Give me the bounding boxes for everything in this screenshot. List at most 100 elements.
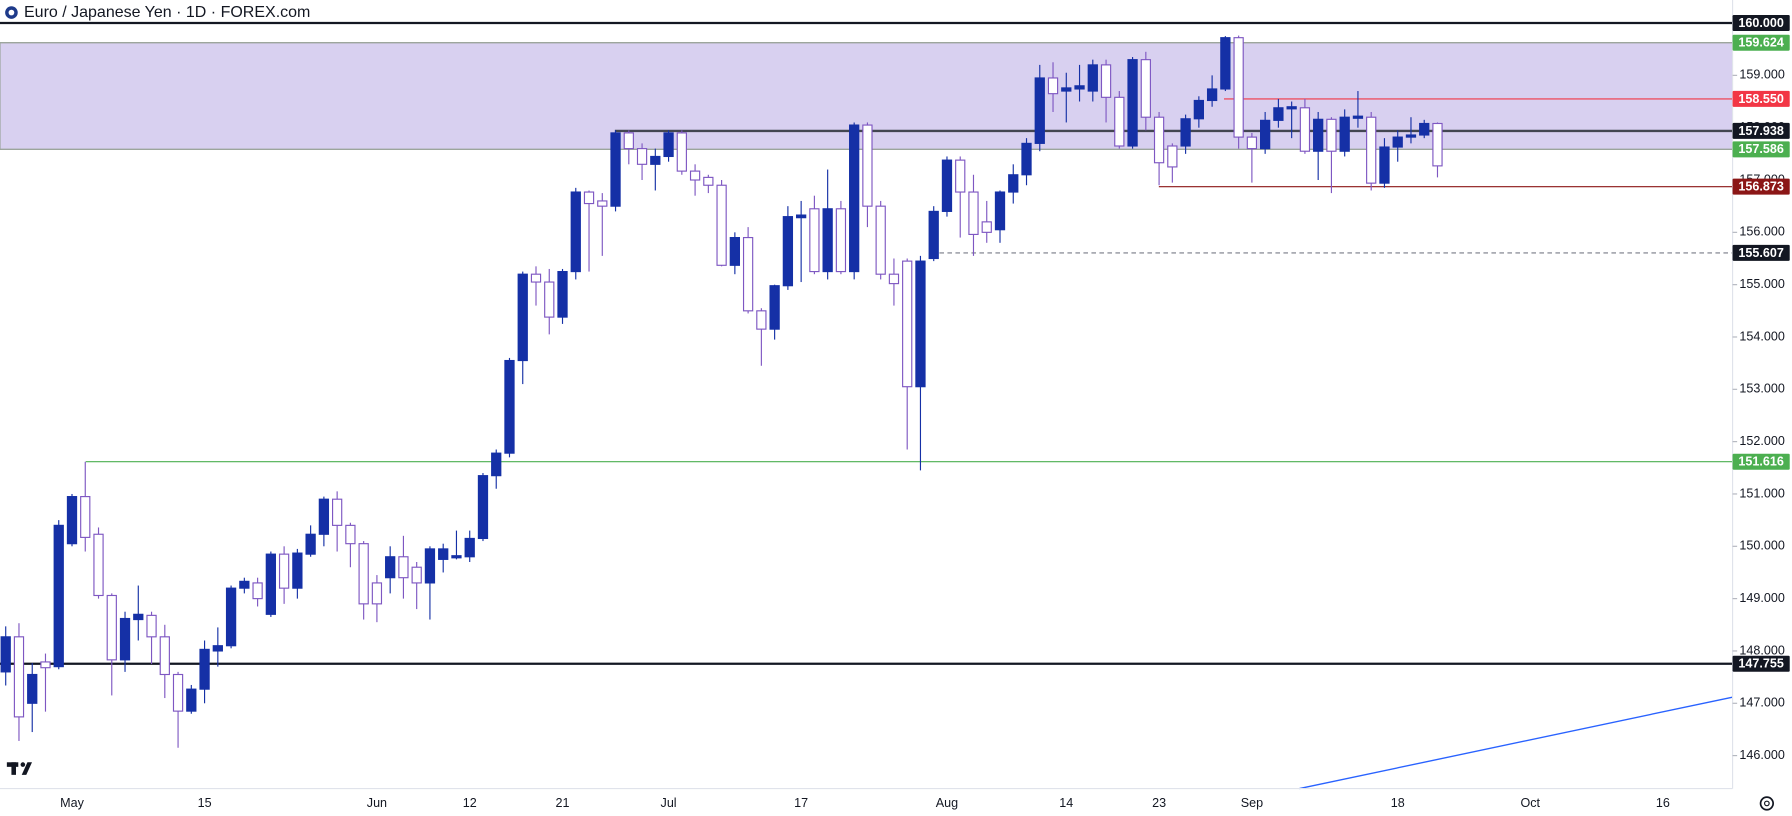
level-label-box (1732, 122, 1790, 139)
candle-body (809, 208, 820, 273)
level-label-box (1732, 141, 1790, 158)
candle-body (1140, 59, 1151, 118)
candle-body (491, 452, 502, 477)
candle-body (40, 661, 51, 669)
candle-body (742, 236, 754, 312)
level-label: 151.616 (1738, 455, 1783, 469)
candle-body (1366, 116, 1377, 184)
candle-body (318, 498, 330, 535)
candle-body (902, 260, 913, 388)
tv-logo (6, 762, 32, 775)
level-label: 155.607 (1738, 246, 1783, 260)
candle-body (13, 636, 25, 718)
level-label-box (1732, 15, 1790, 32)
chart-title: Euro / Japanese Yen · 1D · FOREX.com (24, 4, 310, 21)
level-label-box (1732, 244, 1790, 261)
candle-body (1326, 118, 1337, 152)
candle-body (146, 614, 157, 638)
candle-body (53, 524, 64, 668)
candle-body (1419, 122, 1430, 136)
x-tick-label: Aug (936, 796, 958, 810)
candle-body (464, 537, 475, 558)
candle-body (782, 216, 794, 287)
candle-body (716, 184, 727, 266)
candle-body (769, 285, 780, 330)
y-tick-label: 153.000 (1739, 382, 1784, 396)
candle-body (796, 214, 807, 219)
candle-body (875, 205, 886, 275)
candle-body (928, 210, 939, 260)
level-label: 158.550 (1738, 92, 1783, 106)
level-label: 147.755 (1738, 657, 1783, 671)
candle-body (862, 124, 873, 207)
candle-body (888, 273, 900, 285)
y-tick-label: 159.000 (1739, 68, 1784, 82)
candle-body (915, 260, 926, 388)
candle-body (119, 617, 131, 661)
candle-body (1114, 96, 1125, 147)
candle-body (1405, 134, 1417, 138)
x-tick-label: Jul (661, 796, 677, 810)
x-tick-label: 21 (556, 796, 570, 810)
x-tick-label: May (60, 796, 84, 810)
candle-body (557, 271, 568, 318)
candle-body (994, 191, 1006, 231)
y-tick-label: 155.000 (1739, 277, 1784, 291)
candle-body (955, 159, 966, 193)
candle-body (1246, 136, 1258, 150)
candle-body (636, 148, 648, 165)
candle-body (517, 273, 528, 362)
settings-gear-hub[interactable] (1763, 800, 1770, 807)
y-tick-label: 150.000 (1739, 539, 1784, 553)
y-tick-label: 151.000 (1739, 486, 1784, 500)
candle-body (27, 673, 38, 704)
y-tick-label: 146.000 (1739, 748, 1784, 762)
candle-body (331, 498, 343, 526)
candle-body (212, 645, 223, 652)
candle-body (1061, 87, 1072, 92)
candle-body (689, 170, 701, 181)
level-label-box (1732, 178, 1790, 195)
candle-body (676, 132, 687, 172)
candle-body (544, 281, 555, 318)
candle-body (398, 556, 409, 579)
candle-body (822, 208, 833, 273)
candle-body (278, 553, 290, 589)
candle-body (252, 582, 263, 600)
settings-gear[interactable] (1759, 796, 1774, 811)
candle-body (1260, 119, 1271, 150)
candle-body (1008, 174, 1019, 193)
tv-logo-part (11, 762, 16, 775)
level-labels-layer: 160.000 159.624 158.550 157.938 157.586 156.8… (1732, 15, 1790, 672)
symbol-logo-inner (8, 9, 15, 16)
x-tick-label: 17 (794, 796, 808, 810)
x-tick-label: 18 (1391, 796, 1405, 810)
candle-body (411, 566, 422, 584)
y-tick-label: 154.000 (1739, 329, 1784, 343)
candle-body (663, 132, 674, 158)
candle-body (345, 524, 356, 545)
tv-logo-part (21, 762, 32, 775)
settings-icon[interactable] (1759, 796, 1774, 811)
candle-body (1220, 37, 1231, 90)
candle-body (1286, 106, 1297, 110)
level-label: 156.873 (1738, 180, 1783, 194)
candle-body (451, 555, 462, 559)
candle-body (0, 636, 11, 673)
candle-body (1034, 77, 1045, 144)
x-tick-label: Oct (1521, 796, 1541, 810)
x-tick-label: Jun (367, 796, 387, 810)
candle-body (835, 208, 847, 273)
y-tick-label: 156.000 (1739, 225, 1784, 239)
candle-body (756, 310, 767, 330)
candle-body (504, 359, 515, 454)
candle-body (1432, 122, 1443, 167)
level-label-box (1732, 34, 1790, 51)
candle-body (583, 191, 595, 205)
candle-body (106, 594, 117, 661)
candle-body (66, 496, 78, 545)
candle-body (1193, 99, 1204, 120)
candle-body (424, 548, 436, 584)
candle-body (650, 155, 661, 165)
